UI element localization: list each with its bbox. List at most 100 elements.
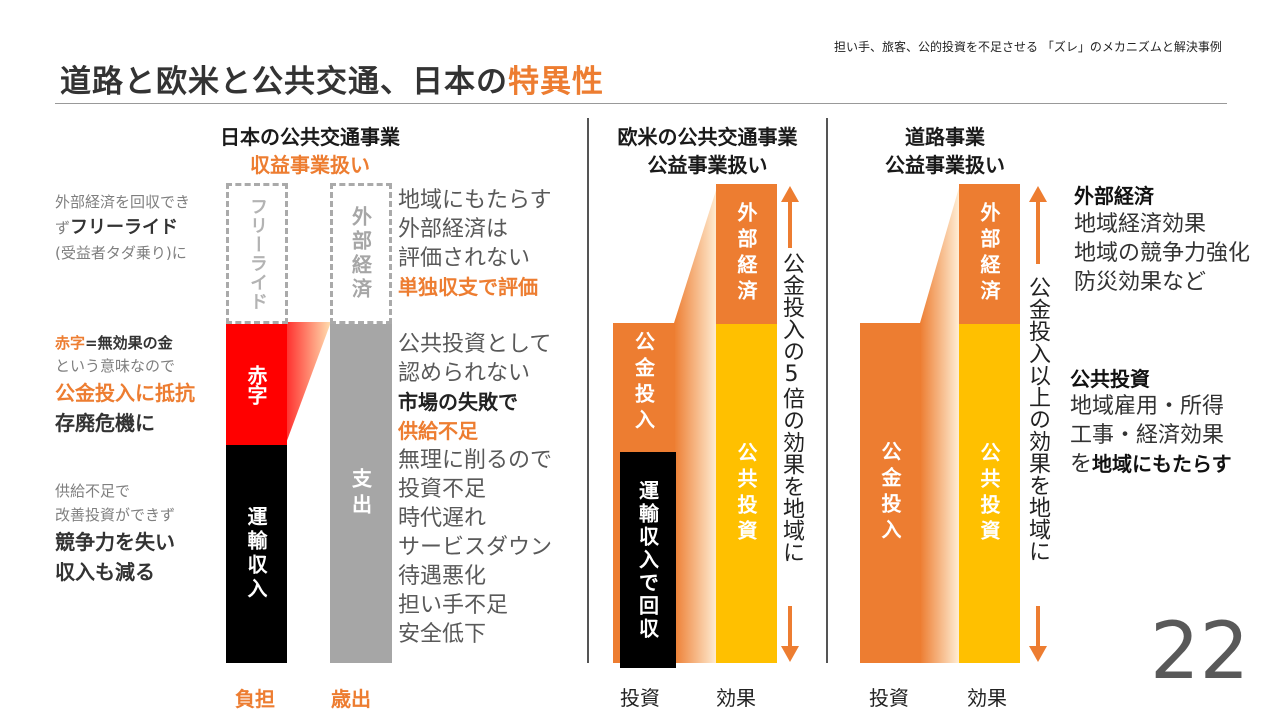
public-investment-label: 公共投資: [734, 441, 758, 546]
ext-title: 外部経済: [1074, 184, 1154, 208]
note-line: 地域経済効果: [1074, 212, 1207, 237]
western-heading-line1: 欧米の公共交通事業: [617, 125, 798, 149]
note-line: ずフリーライド: [55, 217, 179, 238]
road-public-funds-bar: 公金投入: [860, 323, 921, 663]
road-arrow-shaft-top: [1036, 200, 1040, 264]
freeride-label: フリーライド: [247, 196, 268, 311]
note-line: 安全低下: [398, 622, 487, 647]
note-line: 地域雇用・所得: [1070, 394, 1225, 419]
japan-right-bot-note: 公共投資として 認められない 市場の失敗で 供給不足 無理に削るので 投資不足 …: [398, 330, 583, 649]
note-line: 地域の競争力強化: [1074, 241, 1251, 266]
page-number: 22: [1150, 607, 1250, 697]
note-line: という意味なので: [55, 357, 176, 375]
western-arrow-up-icon: [781, 186, 799, 202]
public-investment-label: 公共投資: [977, 441, 1001, 546]
note-line: 単独収支で評価: [398, 275, 538, 299]
note-line: (受益者タダ乗り)に: [55, 244, 187, 262]
japan-heading-line1: 日本の公共交通事業: [220, 125, 400, 149]
japan-heading-line2: 収益事業扱い: [250, 153, 370, 177]
western-gradient-connector: [674, 184, 718, 663]
japan-gradient-connector: [285, 322, 331, 446]
external-economy-label: 外部経済: [977, 202, 1001, 306]
note-line: =無効果の金: [85, 334, 173, 352]
road-arrow-up-icon: [1029, 186, 1047, 202]
fare-recovery-label: 運輸収入で回収: [635, 479, 660, 641]
slide-subtitle: 担い手、旅客、公的投資を不足させる 「ズレ」のメカニズムと解決事例: [834, 40, 1222, 54]
road-external-note: 外部経済 地域経済効果 地域の競争力強化 防災効果など: [1074, 182, 1274, 297]
expenditure-label: 支出: [348, 467, 373, 520]
section-divider-1: [587, 118, 589, 663]
road-heading: 道路事業 公益事業扱い: [830, 123, 1060, 179]
western-public-investment-bar: 公共投資: [716, 324, 777, 663]
road-gradient-connector: [920, 184, 960, 663]
slide-title: 道路と欧米と公共交通、日本の特異性: [60, 56, 604, 101]
japan-left-mid-note: 赤字=無効果の金 という意味なので 公金投入に抵抗 存廃危機に: [55, 331, 230, 437]
note-line: 担い手不足: [398, 593, 509, 618]
road-label-invest: 投資: [869, 686, 909, 710]
japan-right-top-note: 地域にもたらす 外部経済は 評価されない 単独収支で評価: [398, 186, 583, 302]
note-line: 公金投入に抵抗: [55, 381, 195, 405]
western-heading: 欧米の公共交通事業 公益事業扱い: [590, 123, 825, 179]
western-label-effect: 効果: [716, 686, 756, 710]
japan-label-expenditure: 歳出: [331, 687, 371, 711]
note-line: 改善投資ができず: [55, 506, 176, 524]
note-line: 無理に削るので: [398, 448, 553, 473]
note-line: 市場の失敗で: [398, 390, 518, 414]
road-arrow-shaft-bottom: [1036, 606, 1040, 648]
western-arrow-shaft-bottom: [788, 606, 792, 648]
red-label: 赤字: [55, 334, 86, 352]
japan-freeride-box: フリーライド: [226, 183, 288, 324]
japan-heading: 日本の公共交通事業 収益事業扱い: [180, 123, 440, 179]
road-heading-line1: 道路事業: [905, 125, 985, 149]
title-highlight: 特異性: [508, 64, 604, 100]
external-economy-label: 外部経済: [348, 205, 373, 302]
western-external-economy-bar: 外部経済: [716, 184, 777, 324]
japan-deficit-bar: 赤字: [226, 324, 287, 445]
note-line: 時代遅れ: [398, 506, 487, 531]
road-public-investment-bar: 公共投資: [959, 324, 1020, 663]
note-line: 供給不足: [398, 419, 478, 443]
note-line: 工事・経済効果: [1070, 423, 1225, 448]
note-line: を地域にもたらす: [1070, 452, 1232, 477]
western-fare-recovery-bar: 運輸収入で回収: [620, 452, 676, 668]
fare-revenue-label: 運輸収入: [244, 506, 268, 602]
road-heading-line2: 公益事業扱い: [885, 153, 1005, 177]
western-arrow-text: 公金投入の5倍の効果を地域に: [779, 252, 804, 563]
note-line: 供給不足で: [55, 482, 131, 500]
japan-left-bot-note: 供給不足で 改善投資ができず 競争力を失い 収入も減る: [55, 479, 230, 587]
external-economy-label: 外部経済: [734, 202, 758, 306]
western-heading-line2: 公益事業扱い: [647, 153, 768, 177]
japan-left-top-note: 外部経済を回収でき ずフリーライド (受益者タダ乗り)に: [55, 190, 230, 266]
note-line: 投資不足: [398, 477, 487, 502]
road-arrow-down-icon: [1029, 646, 1047, 662]
note-line: 待遇悪化: [398, 564, 487, 589]
note-line: 認められない: [398, 361, 531, 386]
note-line: 収入も減る: [55, 560, 155, 584]
title-main: 道路と欧米と公共交通、日本の: [60, 64, 508, 100]
note-line: 防災効果など: [1074, 270, 1207, 295]
western-arrow-shaft-top: [788, 200, 792, 248]
western-label-invest: 投資: [620, 686, 660, 710]
public-funds-label: 公金投入: [878, 441, 902, 545]
note-line: 外部経済を回収でき: [55, 193, 191, 211]
pub-title: 公共投資: [1070, 367, 1150, 391]
japan-expenditure-bar: 支出: [330, 324, 392, 663]
note-line: サービスダウン: [398, 535, 553, 560]
japan-fare-revenue-bar: 運輸収入: [226, 445, 287, 663]
road-arrow-text: 公金投入以上の効果を地域に: [1025, 276, 1050, 562]
note-line: 公共投資として: [398, 332, 552, 357]
road-label-effect: 効果: [967, 686, 1007, 710]
note-line: 評価されない: [398, 246, 531, 271]
note-line: 存廃危機に: [55, 411, 155, 435]
section-divider-2: [826, 118, 828, 663]
title-divider: [55, 103, 1227, 104]
japan-label-burden: 負担: [235, 687, 275, 711]
japan-external-economy-box: 外部経済: [330, 183, 392, 324]
road-public-note: 公共投資 地域雇用・所得 工事・経済効果 を地域にもたらす: [1070, 366, 1275, 479]
road-external-economy-bar: 外部経済: [959, 184, 1020, 324]
western-arrow-down-icon: [781, 646, 799, 662]
deficit-label: 赤字: [244, 364, 268, 405]
note-line: 競争力を失い: [55, 530, 175, 554]
public-funds-label: 公金投入: [631, 331, 656, 435]
note-line: 外部経済は: [398, 217, 509, 242]
